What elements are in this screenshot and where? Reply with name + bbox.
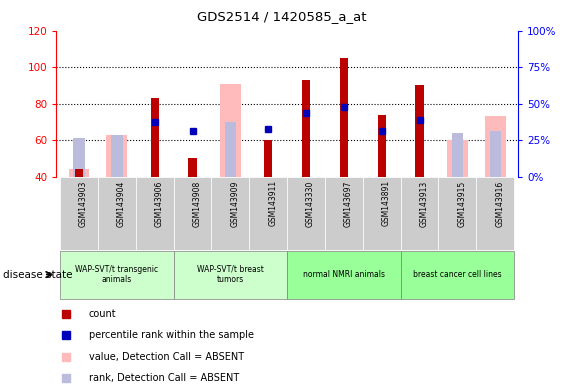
Bar bbox=[98, 177, 136, 250]
Text: normal NMRI animals: normal NMRI animals bbox=[303, 270, 385, 279]
Text: GSM143915: GSM143915 bbox=[457, 180, 466, 227]
Bar bbox=[447, 140, 468, 177]
Bar bbox=[212, 177, 249, 250]
Text: GSM143697: GSM143697 bbox=[344, 180, 353, 227]
Bar bbox=[325, 177, 363, 250]
Text: GSM143908: GSM143908 bbox=[193, 180, 202, 227]
Bar bbox=[476, 177, 514, 250]
Bar bbox=[150, 98, 159, 177]
Bar bbox=[302, 80, 310, 177]
Text: GSM143891: GSM143891 bbox=[382, 180, 391, 227]
Text: GDS2514 / 1420585_a_at: GDS2514 / 1420585_a_at bbox=[196, 10, 367, 23]
Text: GSM143903: GSM143903 bbox=[79, 180, 88, 227]
Bar bbox=[378, 114, 386, 177]
Bar bbox=[452, 133, 463, 177]
Bar bbox=[490, 131, 501, 177]
Bar bbox=[60, 251, 173, 298]
Bar bbox=[75, 169, 83, 177]
Bar bbox=[287, 177, 325, 250]
Text: WAP-SVT/t breast
tumors: WAP-SVT/t breast tumors bbox=[197, 265, 264, 284]
Text: GSM143906: GSM143906 bbox=[155, 180, 164, 227]
Bar bbox=[264, 140, 272, 177]
Text: rank, Detection Call = ABSENT: rank, Detection Call = ABSENT bbox=[88, 372, 239, 383]
Bar bbox=[60, 177, 98, 250]
Bar bbox=[73, 138, 84, 177]
Bar bbox=[69, 169, 90, 177]
Bar bbox=[363, 177, 401, 250]
Bar bbox=[339, 58, 348, 177]
Text: GSM143909: GSM143909 bbox=[230, 180, 239, 227]
Text: WAP-SVT/t transgenic
animals: WAP-SVT/t transgenic animals bbox=[75, 265, 158, 284]
Bar bbox=[249, 177, 287, 250]
Text: GSM143913: GSM143913 bbox=[419, 180, 428, 227]
Text: value, Detection Call = ABSENT: value, Detection Call = ABSENT bbox=[88, 351, 244, 362]
Text: GSM143911: GSM143911 bbox=[268, 180, 277, 227]
Bar bbox=[173, 251, 287, 298]
Text: GSM143904: GSM143904 bbox=[117, 180, 126, 227]
Bar bbox=[287, 251, 401, 298]
Text: breast cancer cell lines: breast cancer cell lines bbox=[413, 270, 502, 279]
Bar bbox=[401, 177, 439, 250]
Bar bbox=[225, 122, 236, 177]
Bar bbox=[401, 251, 514, 298]
Bar bbox=[106, 135, 127, 177]
Bar bbox=[136, 177, 173, 250]
Bar bbox=[111, 135, 123, 177]
Bar bbox=[439, 177, 476, 250]
Bar bbox=[415, 85, 424, 177]
Text: count: count bbox=[88, 309, 116, 319]
Bar bbox=[220, 84, 241, 177]
Text: GSM143330: GSM143330 bbox=[306, 180, 315, 227]
Bar bbox=[485, 116, 506, 177]
Bar bbox=[189, 158, 196, 177]
Text: GSM143916: GSM143916 bbox=[495, 180, 504, 227]
Text: disease state: disease state bbox=[3, 270, 72, 280]
Text: percentile rank within the sample: percentile rank within the sample bbox=[88, 330, 253, 341]
Bar bbox=[173, 177, 212, 250]
